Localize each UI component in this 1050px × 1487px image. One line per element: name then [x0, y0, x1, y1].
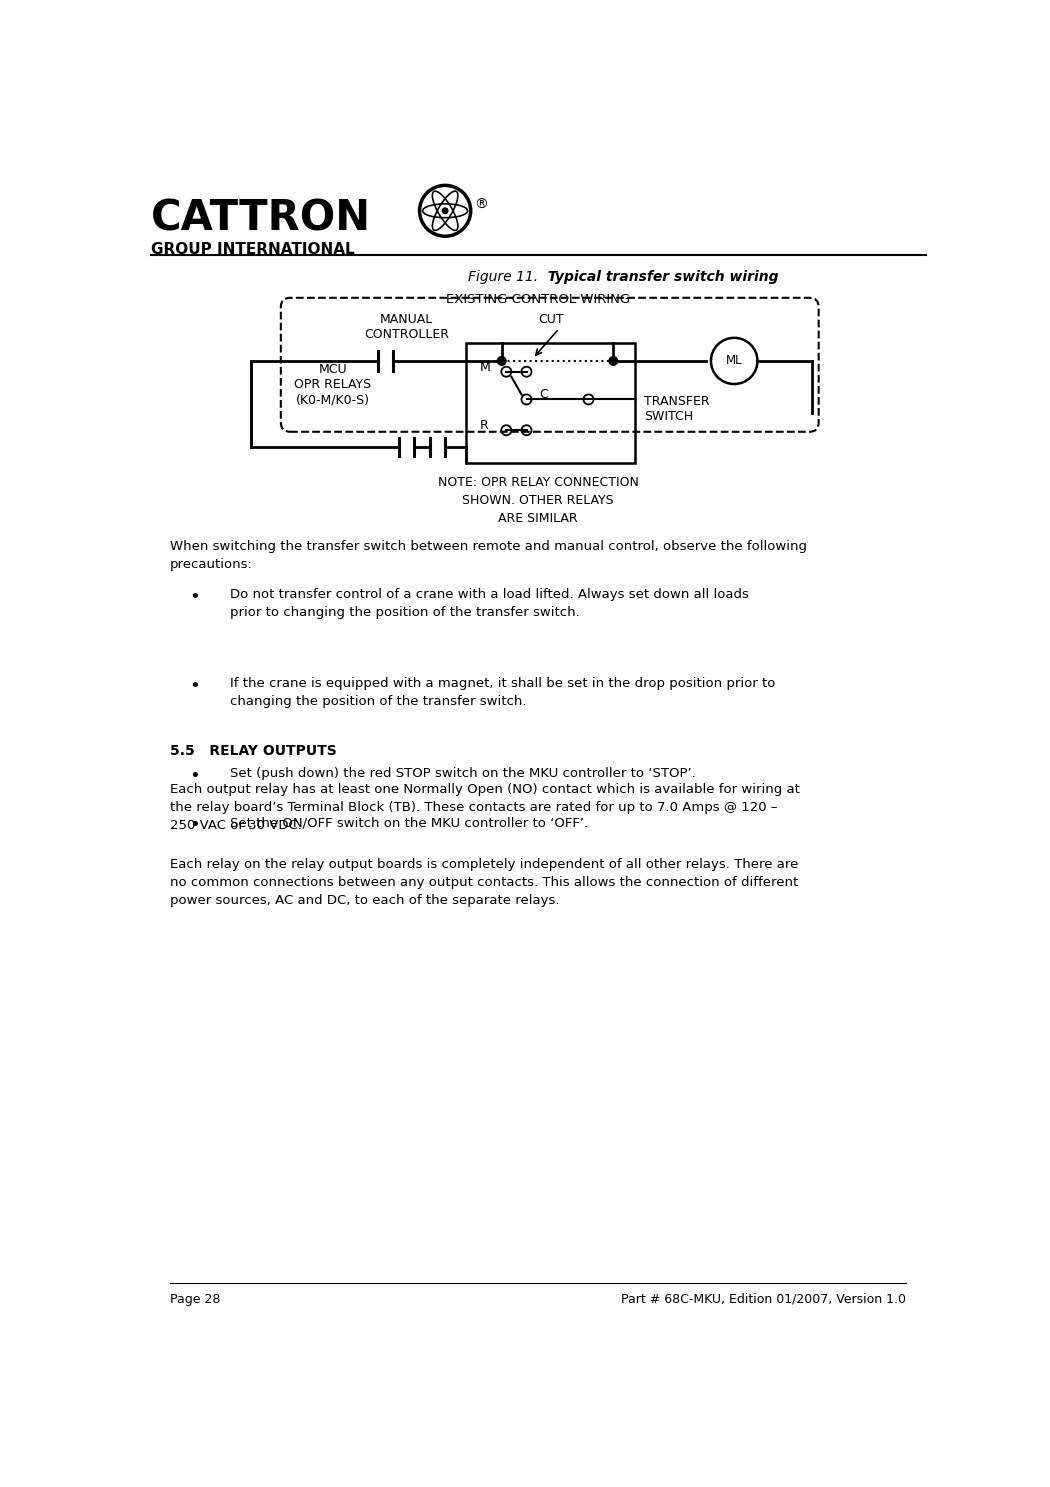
Text: GROUP INTERNATIONAL: GROUP INTERNATIONAL	[150, 241, 354, 257]
Text: Do not transfer control of a crane with a load lifted. Always set down all loads: Do not transfer control of a crane with …	[230, 587, 750, 619]
Text: MANUAL
CONTROLLER: MANUAL CONTROLLER	[364, 314, 449, 341]
Text: •: •	[189, 767, 201, 785]
Text: When switching the transfer switch between remote and manual control, observe th: When switching the transfer switch betwe…	[170, 540, 807, 571]
Text: Page 28: Page 28	[170, 1292, 220, 1306]
Text: If the crane is equipped with a magnet, it shall be set in the drop position pri: If the crane is equipped with a magnet, …	[230, 678, 776, 708]
Text: EXISTING CONTROL WIRING: EXISTING CONTROL WIRING	[446, 293, 630, 306]
Text: NOTE: OPR RELAY CONNECTION
SHOWN. OTHER RELAYS
ARE SIMILAR: NOTE: OPR RELAY CONNECTION SHOWN. OTHER …	[438, 476, 638, 525]
Text: •: •	[189, 587, 201, 607]
Circle shape	[497, 355, 507, 366]
Text: 5.5   RELAY OUTPUTS: 5.5 RELAY OUTPUTS	[170, 745, 337, 758]
Text: TRANSFER
SWITCH: TRANSFER SWITCH	[645, 396, 710, 422]
Text: Each output relay has at least one Normally Open (NO) contact which is available: Each output relay has at least one Norma…	[170, 782, 800, 831]
Text: ®: ®	[474, 198, 487, 211]
Text: ML: ML	[726, 354, 742, 367]
Text: C: C	[540, 388, 548, 401]
Text: R: R	[480, 419, 488, 433]
Text: •: •	[189, 678, 201, 696]
Circle shape	[608, 355, 618, 366]
Circle shape	[442, 207, 448, 214]
Text: Set the ON/OFF switch on the MKU controller to ‘OFF’.: Set the ON/OFF switch on the MKU control…	[230, 816, 589, 828]
Bar	[466, 343, 635, 462]
Text: Figure 11.: Figure 11.	[468, 271, 538, 284]
Text: CATTRON: CATTRON	[150, 198, 371, 239]
Text: •: •	[189, 816, 201, 834]
Text: Each relay on the relay output boards is completely independent of all other rel: Each relay on the relay output boards is…	[170, 858, 798, 907]
Text: Set (push down) the red STOP switch on the MKU controller to ‘STOP’.: Set (push down) the red STOP switch on t…	[230, 767, 696, 779]
Text: Part # 68C-MKU, Edition 01/2007, Version 1.0: Part # 68C-MKU, Edition 01/2007, Version…	[622, 1292, 906, 1306]
Text: CUT: CUT	[538, 314, 564, 326]
Text: MCU
OPR RELAYS
(K0-M/K0-S): MCU OPR RELAYS (K0-M/K0-S)	[294, 363, 372, 406]
Text: M: M	[480, 360, 490, 373]
Text: Typical transfer switch wiring: Typical transfer switch wiring	[538, 271, 779, 284]
